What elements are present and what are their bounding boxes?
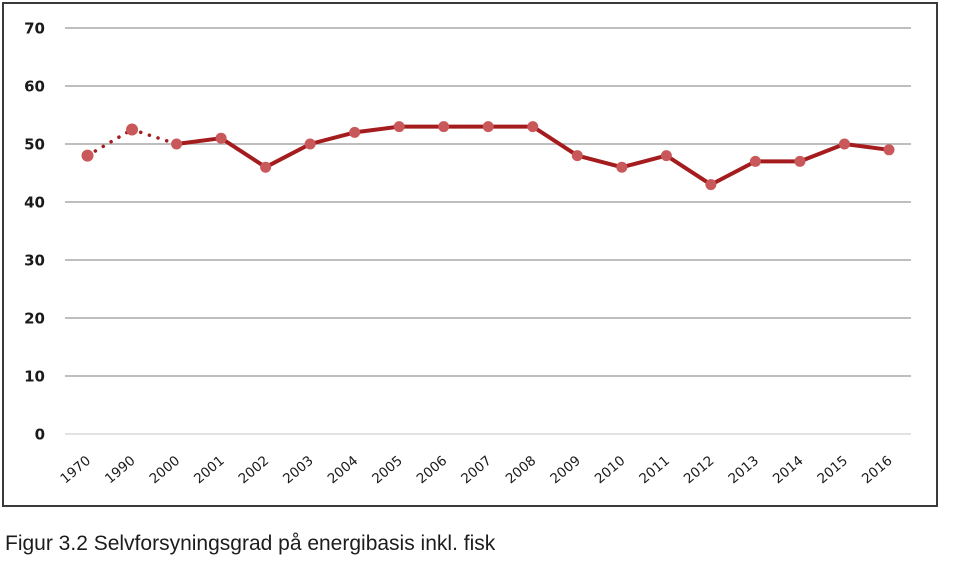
series-segment (797, 142, 847, 164)
y-tick-label: 20 (24, 310, 45, 328)
x-tick-label: 2009 (547, 453, 584, 487)
x-tick-label: 1970 (57, 453, 94, 487)
y-axis-ticks: 0 10 20 30 40 50 60 70 (24, 20, 45, 444)
data-point-2001 (215, 132, 227, 144)
series-segment (708, 159, 758, 187)
data-point-2016 (883, 144, 895, 156)
data-point-2015 (838, 138, 850, 150)
series-lines (85, 124, 891, 187)
y-tick-label: 40 (24, 194, 45, 212)
x-tick-label: 2015 (814, 453, 851, 487)
x-tick-label: 2016 (859, 453, 896, 487)
x-tick-label: 2005 (369, 453, 406, 487)
x-tick-label: 1990 (102, 453, 139, 487)
series-segment (575, 153, 624, 170)
data-point-2011 (660, 150, 672, 162)
series-markers (81, 121, 895, 191)
series-segment-dotted (130, 127, 179, 146)
y-tick-label: 70 (24, 20, 45, 38)
y-tick-label: 50 (24, 136, 45, 154)
figure-caption: Figur 3.2 Selvforsyningsgrad på energiba… (5, 532, 496, 555)
data-point-2008 (527, 121, 539, 133)
x-tick-label: 2014 (770, 453, 807, 487)
data-point-2006 (438, 121, 450, 133)
x-tick-label: 2013 (725, 453, 762, 487)
data-point-2004 (349, 126, 361, 138)
series-segment (219, 136, 268, 170)
x-tick-label: 2010 (592, 453, 629, 487)
series-segment (174, 136, 224, 146)
data-point-2012 (705, 179, 717, 191)
y-tick-label: 0 (35, 426, 45, 444)
x-tick-label: 2011 (636, 453, 673, 487)
x-tick-label: 2008 (503, 453, 540, 487)
data-point-2007 (482, 121, 494, 133)
series-segment (352, 124, 402, 135)
series-segment (263, 142, 313, 170)
y-tick-label: 30 (24, 252, 45, 270)
x-tick-label: 2007 (458, 453, 495, 487)
data-point-2000 (171, 138, 183, 150)
x-tick-label: 2012 (681, 453, 718, 487)
series-segment-dotted (85, 127, 134, 158)
series-segment (530, 124, 580, 158)
data-point-2010 (616, 161, 628, 173)
x-tick-label: 2000 (147, 453, 184, 487)
data-point-2003 (304, 138, 316, 150)
series-segment (842, 142, 891, 152)
line-chart: 0 10 20 30 40 50 60 70 1970 1990 2000 2001 2002 2003… (24, 20, 911, 487)
data-point-1970 (81, 149, 94, 162)
x-axis-ticks: 1970 1990 2000 2001 2002 2003 2004 2005 2006 2007… (57, 453, 895, 487)
series-segment (308, 130, 357, 146)
data-point-1990 (126, 123, 139, 136)
series-segment (664, 153, 713, 187)
data-point-2005 (393, 121, 405, 133)
data-point-2013 (749, 155, 761, 167)
y-tick-label: 10 (24, 368, 45, 386)
x-tick-label: 2006 (414, 453, 451, 487)
x-tick-label: 2001 (191, 453, 228, 487)
x-tick-label: 2004 (325, 453, 362, 487)
series-segment (619, 153, 669, 170)
data-point-2009 (571, 150, 583, 162)
gridlines (65, 27, 911, 435)
y-tick-label: 60 (24, 78, 45, 96)
x-tick-label: 2003 (280, 453, 317, 487)
x-tick-label: 2002 (236, 453, 273, 487)
data-point-2002 (260, 161, 272, 173)
data-point-2014 (794, 155, 806, 167)
